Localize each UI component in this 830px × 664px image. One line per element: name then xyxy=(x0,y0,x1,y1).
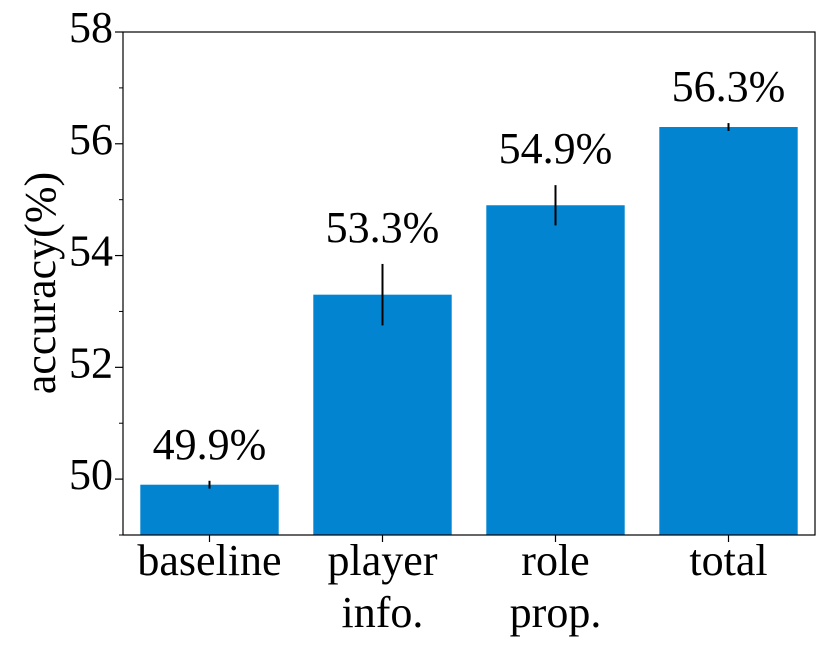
y-axis-label: accuracy(%) xyxy=(16,172,65,394)
x-tick-label: baseline xyxy=(137,536,281,585)
bar xyxy=(659,127,798,535)
value-label: 54.9% xyxy=(499,124,613,173)
x-tick-label: info. xyxy=(342,588,424,637)
value-label: 49.9% xyxy=(153,420,267,469)
bar xyxy=(313,294,452,535)
y-tick-label: 58 xyxy=(69,3,113,52)
x-tick-label: total xyxy=(689,536,767,585)
x-tick-label: prop. xyxy=(510,588,602,637)
bar xyxy=(140,484,279,535)
value-label: 56.3% xyxy=(672,62,786,111)
bar xyxy=(486,205,625,535)
y-tick-label: 50 xyxy=(69,450,113,499)
plot-frame xyxy=(122,31,816,536)
y-tick-label: 56 xyxy=(69,115,113,164)
x-tick-label: player xyxy=(328,536,438,585)
y-tick-label: 54 xyxy=(69,227,113,276)
y-tick-label: 52 xyxy=(69,338,113,387)
value-label: 53.3% xyxy=(326,203,440,252)
x-tick-label: role xyxy=(521,536,589,585)
